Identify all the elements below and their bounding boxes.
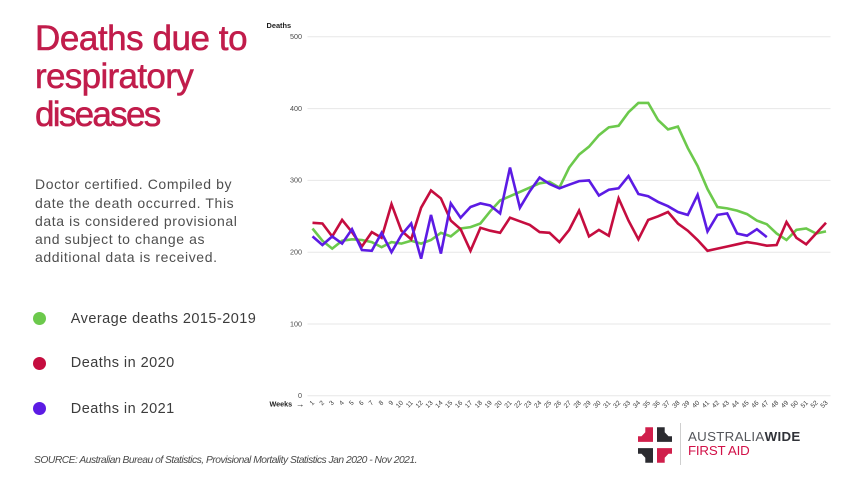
svg-text:Deaths: Deaths (267, 21, 292, 30)
svg-text:31: 31 (602, 399, 612, 409)
svg-text:AUSTRALIAWIDE: AUSTRALIAWIDE (688, 429, 801, 444)
svg-text:28: 28 (573, 399, 583, 409)
svg-text:15: 15 (444, 399, 454, 409)
svg-text:400: 400 (290, 104, 302, 113)
svg-text:23: 23 (523, 399, 533, 409)
svg-text:44: 44 (731, 399, 741, 409)
svg-text:43: 43 (721, 399, 731, 409)
svg-text:9: 9 (388, 399, 396, 407)
svg-text:18: 18 (474, 399, 484, 409)
svg-text:41: 41 (701, 399, 711, 409)
svg-text:37: 37 (661, 399, 671, 409)
svg-text:52: 52 (810, 399, 820, 409)
svg-text:11: 11 (405, 399, 415, 409)
svg-text:22: 22 (513, 399, 523, 409)
svg-text:1: 1 (309, 399, 317, 407)
svg-text:12: 12 (415, 399, 425, 409)
svg-text:17: 17 (464, 399, 474, 409)
svg-text:45: 45 (740, 399, 750, 409)
svg-text:50: 50 (790, 399, 800, 409)
svg-text:→: → (296, 399, 305, 409)
svg-text:30: 30 (592, 399, 602, 409)
svg-text:51: 51 (800, 399, 810, 409)
svg-text:0: 0 (298, 391, 302, 400)
svg-text:49: 49 (780, 399, 790, 409)
svg-text:33: 33 (622, 399, 632, 409)
svg-text:4: 4 (338, 399, 346, 407)
svg-text:25: 25 (543, 399, 553, 409)
svg-text:6: 6 (358, 399, 366, 407)
svg-text:32: 32 (612, 399, 622, 409)
svg-text:36: 36 (652, 399, 662, 409)
svg-text:16: 16 (454, 399, 464, 409)
svg-text:40: 40 (691, 399, 701, 409)
svg-text:20: 20 (494, 399, 504, 409)
svg-text:27: 27 (563, 399, 573, 409)
svg-text:10: 10 (395, 399, 405, 409)
svg-text:3: 3 (328, 399, 336, 407)
svg-text:38: 38 (671, 399, 681, 409)
svg-text:46: 46 (750, 399, 760, 409)
svg-text:47: 47 (760, 399, 770, 409)
svg-text:29: 29 (582, 399, 592, 409)
svg-text:13: 13 (424, 399, 434, 409)
svg-text:21: 21 (503, 399, 513, 409)
svg-text:19: 19 (484, 399, 494, 409)
svg-text:8: 8 (378, 399, 386, 407)
svg-text:100: 100 (290, 319, 302, 328)
svg-text:26: 26 (553, 399, 563, 409)
svg-text:39: 39 (681, 399, 691, 409)
svg-text:200: 200 (290, 248, 302, 257)
svg-text:Weeks: Weeks (270, 400, 293, 409)
svg-text:7: 7 (368, 399, 376, 407)
svg-text:24: 24 (533, 399, 543, 409)
svg-text:300: 300 (290, 176, 302, 185)
svg-text:5: 5 (348, 399, 356, 407)
svg-text:34: 34 (632, 399, 642, 409)
svg-text:48: 48 (770, 399, 780, 409)
svg-text:2: 2 (318, 399, 326, 407)
svg-text:14: 14 (434, 399, 444, 409)
svg-text:35: 35 (642, 399, 652, 409)
svg-text:53: 53 (819, 399, 829, 409)
svg-text:500: 500 (290, 32, 302, 41)
svg-text:FIRST AID: FIRST AID (688, 443, 750, 458)
svg-text:42: 42 (711, 399, 721, 409)
